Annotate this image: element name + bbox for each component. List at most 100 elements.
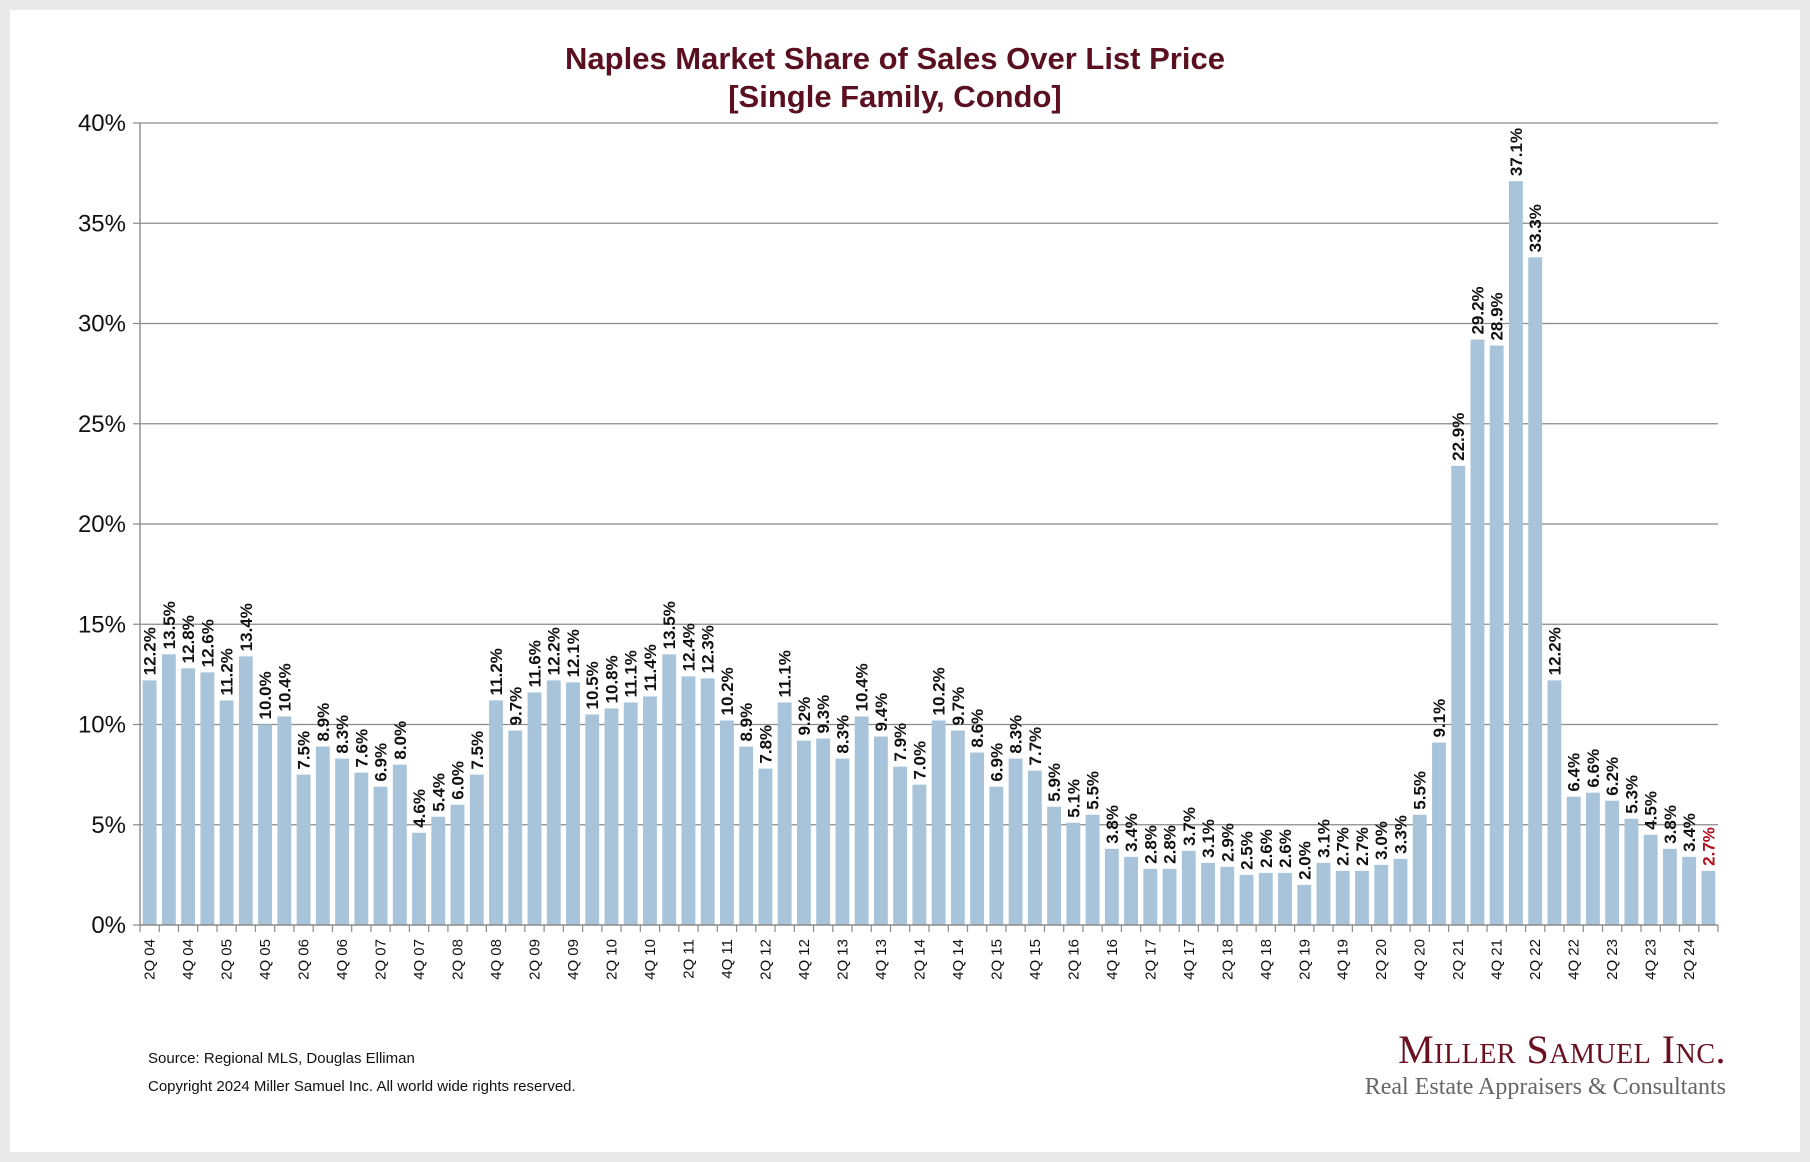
x-tick-label: 4Q 06: [334, 939, 351, 980]
data-labels: 12.2%13.5% 12.8% 12.6%11.2%13.4%10.0% 10.4%…: [141, 128, 1719, 880]
data-label: 6.9%: [987, 743, 1006, 782]
chart-title-line-2: [Single Family, Condo]: [728, 79, 1062, 114]
x-tick-label: 2Q 18: [1219, 939, 1236, 980]
data-label: 29.2%: [1468, 286, 1487, 334]
bar: [1143, 868, 1158, 925]
data-label: 22.9%: [1449, 413, 1468, 461]
bar: [1451, 465, 1466, 925]
x-tick-label: 4Q 22: [1566, 939, 1583, 980]
x-tick-label: 2Q 06: [296, 939, 313, 980]
x-tick-label: 4Q 16: [1104, 939, 1121, 980]
bar: [566, 682, 580, 925]
bar: [392, 764, 407, 925]
data-label: 12.2%: [545, 627, 564, 675]
data-label: 6.0%: [449, 761, 468, 800]
x-tick-label: 4Q 12: [796, 939, 813, 980]
bar: [1181, 850, 1196, 925]
data-label: 28.9%: [1488, 292, 1507, 340]
data-label: 11.1%: [776, 650, 795, 697]
x-tick-label: 2Q 11: [680, 939, 697, 979]
bar: [354, 772, 369, 925]
data-label: 2.5%: [1238, 831, 1257, 870]
company-logo: Miller Samuel Inc. Real Estate Appraiser…: [1365, 1028, 1726, 1102]
bar: [1374, 864, 1389, 925]
bar: [1085, 814, 1100, 925]
bar: [604, 708, 619, 925]
bar: [643, 696, 657, 925]
bar: [1605, 800, 1620, 925]
x-tick-label: 4Q 07: [411, 939, 428, 980]
logo-tagline: Real Estate Appraisers & Consultants: [1364, 1074, 1726, 1100]
bar: [1335, 870, 1350, 925]
data-label: 12.1%: [564, 629, 583, 677]
bar: [1682, 856, 1697, 925]
bar: [450, 804, 465, 925]
x-tick-label: 2Q 23: [1604, 939, 1621, 980]
data-label: 2.8%: [1161, 825, 1180, 864]
data-label: 8.0%: [391, 721, 410, 760]
x-tick-label: 4Q 11: [719, 939, 736, 979]
x-tick-label: 4Q 15: [1027, 939, 1044, 980]
data-label: 12.2%: [1545, 627, 1564, 675]
data-label: 12.3%: [699, 625, 718, 673]
bar: [1162, 868, 1177, 925]
y-tick-label: 0%: [91, 912, 126, 939]
data-label: 3.1%: [1315, 819, 1334, 858]
bar: [219, 700, 234, 925]
bar: [1316, 862, 1331, 925]
x-tick-label: 4Q 14: [950, 939, 967, 980]
data-label: 8.6%: [968, 709, 987, 748]
data-label: 9.4%: [872, 693, 891, 732]
bar: [1547, 680, 1562, 925]
bar: [296, 774, 311, 925]
data-label: 4.5%: [1642, 791, 1661, 830]
bar: [777, 702, 792, 925]
data-label: 5.3%: [1622, 775, 1641, 814]
bar: [1662, 848, 1677, 925]
bar: [739, 746, 754, 925]
data-label: 8.3%: [833, 715, 852, 754]
y-tick-label: 20%: [78, 511, 126, 538]
bar: [431, 816, 446, 925]
data-label: 4.6%: [410, 789, 429, 828]
data-label: 10.2%: [930, 667, 949, 715]
bar: [527, 692, 542, 925]
data-label: 9.3%: [814, 695, 833, 734]
bar: [1201, 862, 1215, 925]
x-tick-label: 2Q 19: [1296, 939, 1313, 980]
data-label: 3.8%: [1661, 805, 1680, 844]
data-label: 10.4%: [853, 663, 872, 711]
data-label: 2.6%: [1257, 829, 1276, 868]
data-label: 3.0%: [1372, 821, 1391, 860]
x-tick-label: 2Q 10: [603, 939, 620, 980]
data-label: 13.5%: [160, 601, 179, 649]
bar: [1643, 834, 1658, 925]
bar: [720, 720, 734, 925]
y-tick-label: 40%: [78, 110, 126, 137]
x-tick-label: 2Q 22: [1527, 939, 1544, 980]
bar: [816, 738, 831, 925]
source-note: Source: Regional MLS, Douglas Elliman: [148, 1050, 415, 1067]
data-label: 8.9%: [737, 703, 756, 742]
data-label: 8.9%: [314, 703, 333, 742]
bar: [1047, 806, 1062, 925]
data-label: 10.0%: [256, 671, 275, 719]
bar: [893, 766, 908, 925]
data-label: 11.6%: [526, 640, 545, 687]
x-tick-label: 4Q 19: [1335, 939, 1352, 980]
bar: [1489, 345, 1504, 925]
x-tick-label: 2Q 14: [911, 939, 928, 980]
data-label: 7.9%: [891, 723, 910, 762]
bar: [873, 736, 888, 925]
bar: [854, 716, 869, 925]
data-label: 12.8%: [179, 615, 198, 663]
x-tick-label: 2Q 16: [1065, 939, 1082, 980]
bar: [1393, 858, 1408, 925]
data-label: 3.1%: [1199, 819, 1218, 858]
bar: [950, 730, 965, 925]
gridlines: [140, 122, 1718, 826]
x-tick-label: 2Q 15: [988, 939, 1005, 980]
bar: [1566, 796, 1581, 925]
bar: [662, 654, 677, 925]
data-label: 7.6%: [352, 729, 371, 768]
